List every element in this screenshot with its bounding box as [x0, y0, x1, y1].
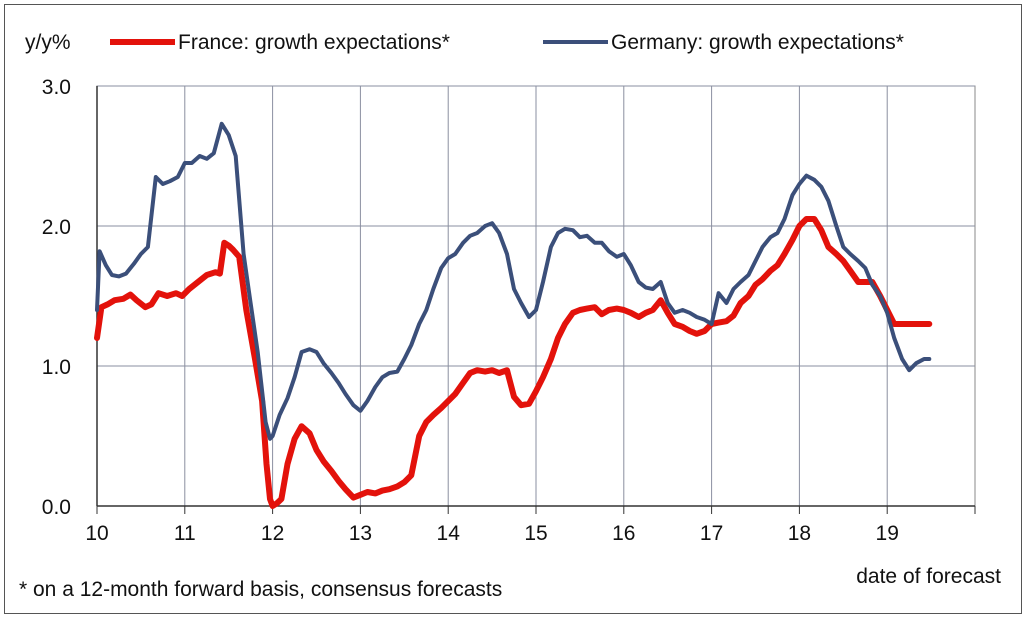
legend-label-france: France: growth expectations*: [178, 31, 450, 54]
chart-svg: 0.0 1.0 2.0 3.0 10 11 12 13 14 15 16 17 18 19 y/y% Fr…: [19, 31, 1001, 601]
x-tick-label: 11: [174, 522, 196, 545]
series-line-france: [94, 216, 933, 509]
x-tick-label: 15: [524, 522, 547, 545]
x-tick-label: 12: [261, 522, 284, 545]
y-axis-label: y/y%: [25, 31, 71, 54]
axes: 0.0 1.0 2.0 3.0 10 11 12 13 14 15 16 17 18 19: [42, 76, 976, 545]
footnote: * on a 12-month forward basis, consensus…: [19, 578, 502, 601]
y-tick-label: 0.0: [42, 496, 71, 519]
y-tick-label: 1.0: [42, 356, 71, 379]
series-line-germany: [95, 121, 932, 441]
legend-label-germany: Germany: growth expectations*: [611, 31, 904, 54]
x-tick-label: 13: [349, 522, 372, 545]
x-tick-label: 14: [437, 522, 461, 545]
y-tick-label: 2.0: [42, 216, 71, 239]
y-tick-label: 3.0: [42, 76, 71, 99]
x-tick-label: 19: [876, 522, 899, 545]
x-tick-label: 16: [612, 522, 635, 545]
x-tick-label: 10: [85, 522, 108, 545]
x-tick-label: 17: [700, 522, 723, 545]
grid: [96, 85, 976, 507]
x-axis-label: date of forecast: [856, 565, 1001, 588]
series-lines: [94, 121, 933, 509]
legend: y/y% France: growth expectations* German…: [25, 31, 904, 54]
chart-frame: 0.0 1.0 2.0 3.0 10 11 12 13 14 15 16 17 18 19 y/y% Fr…: [4, 4, 1022, 614]
x-tick-label: 18: [788, 522, 811, 545]
